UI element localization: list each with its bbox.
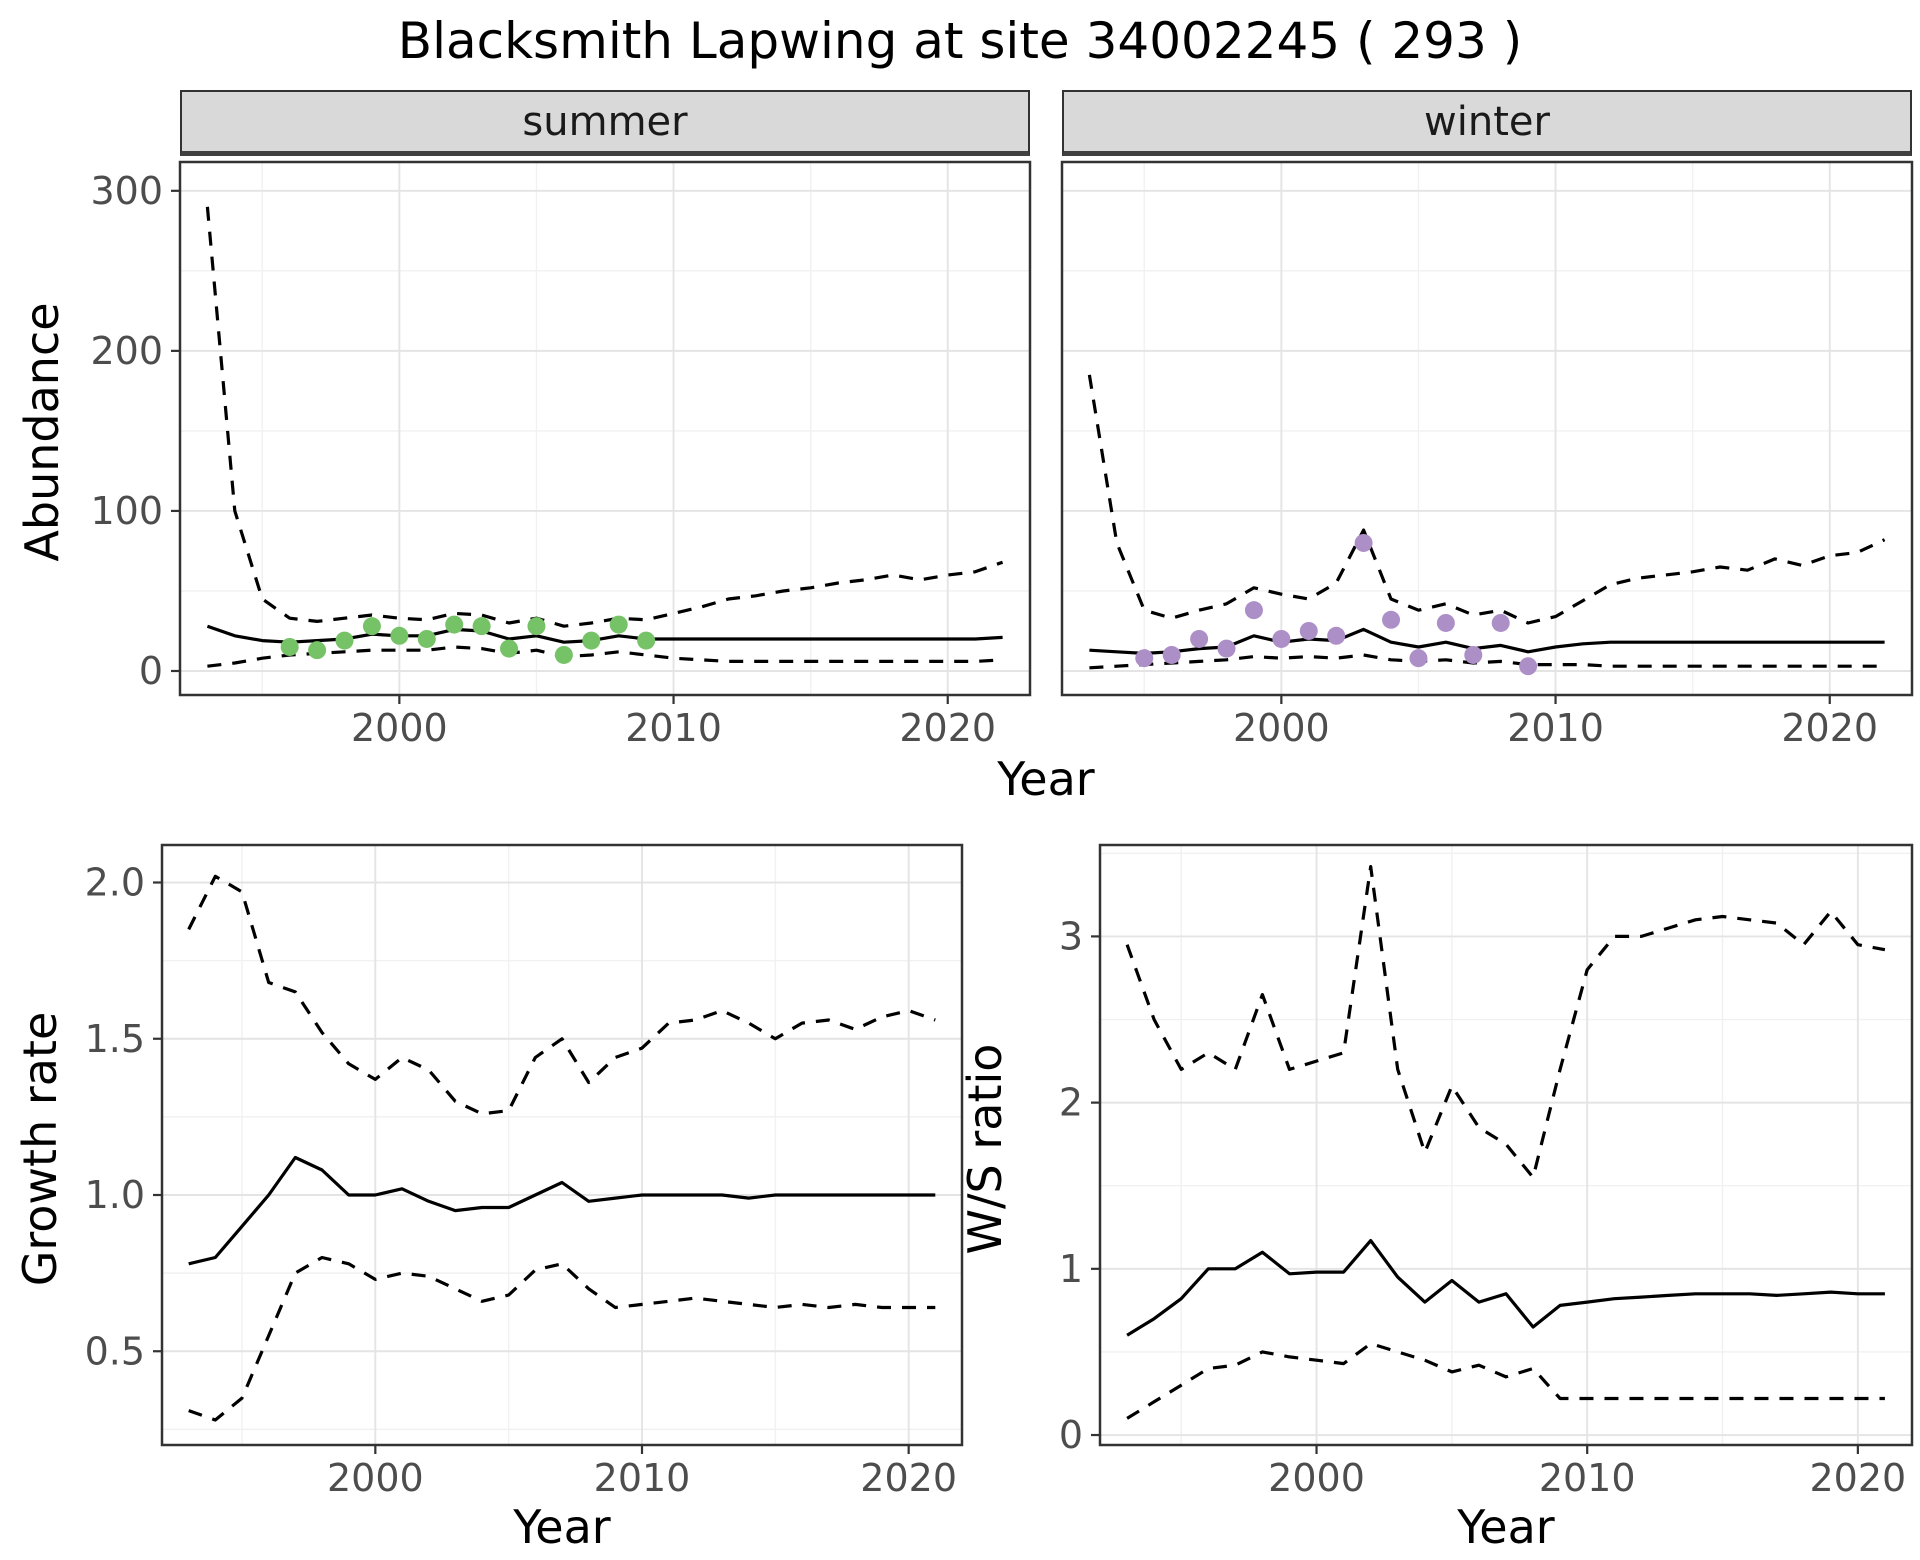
- growth-year-axis-title: Year: [513, 1500, 611, 1554]
- data-point-observed_counts: [417, 629, 436, 648]
- data-point-observed_counts: [1382, 610, 1401, 629]
- ws-year-axis-title: Year: [1457, 1500, 1555, 1554]
- panel-background: [162, 845, 962, 1445]
- y-tick-label: 2.0: [85, 861, 145, 905]
- data-point-observed_counts: [335, 631, 354, 650]
- data-point-observed_counts: [1409, 649, 1428, 668]
- x-tick-label: 2010: [1539, 1456, 1636, 1500]
- data-point-observed_counts: [1491, 613, 1510, 632]
- data-point-observed_counts: [445, 615, 464, 634]
- data-point-observed_counts: [1244, 601, 1263, 620]
- panel-border: [178, 160, 1032, 697]
- data-point-observed_counts: [1217, 639, 1236, 658]
- panel-border: [1060, 160, 1914, 697]
- panel-background: [180, 162, 1030, 695]
- data-point-observed_counts: [1190, 629, 1209, 648]
- x-tick-label: 2010: [625, 706, 722, 750]
- growth-rate-axis-title: Growth rate: [13, 1011, 67, 1287]
- data-point-observed_counts: [637, 631, 656, 650]
- data-point-observed_counts: [280, 637, 299, 656]
- data-point-observed_counts: [527, 617, 546, 636]
- x-tick-label: 2020: [1810, 1456, 1907, 1500]
- data-point-observed_counts: [1299, 621, 1318, 640]
- y-tick-label: 0: [139, 649, 163, 693]
- panel-background: [1100, 845, 1912, 1445]
- x-tick-label: 2010: [1507, 706, 1604, 750]
- panel-border: [1098, 843, 1914, 1447]
- data-point-observed_counts: [500, 639, 519, 658]
- series-line-upper_ci: [205, 206, 1004, 628]
- data-point-observed_counts: [362, 617, 381, 636]
- data-point-observed_counts: [472, 617, 491, 636]
- facet-strip-winter: winter: [1062, 90, 1912, 156]
- y-tick-label: 2: [1059, 1081, 1083, 1125]
- x-tick-label: 2000: [327, 1456, 424, 1500]
- data-point-observed_counts: [1354, 533, 1373, 552]
- series-line-median: [1126, 1239, 1885, 1337]
- data-point-observed_counts: [1135, 649, 1154, 668]
- series-line-upper_ci: [1087, 374, 1886, 625]
- data-point-observed_counts: [308, 641, 327, 660]
- facet-strip-winter-label: winter: [1424, 98, 1550, 145]
- y-tick-label: 0: [1059, 1413, 1083, 1457]
- y-tick-label: 3: [1059, 914, 1083, 958]
- series-line-lower_ci: [188, 1255, 936, 1422]
- top-year-axis-title: Year: [997, 752, 1095, 806]
- y-tick-label: 300: [90, 169, 163, 213]
- facet-strip-summer: summer: [180, 90, 1030, 156]
- data-point-observed_counts: [609, 615, 628, 634]
- y-tick-label: 1: [1059, 1247, 1083, 1291]
- x-tick-label: 2020: [1781, 706, 1878, 750]
- panel-border: [160, 843, 964, 1447]
- data-point-observed_counts: [1327, 626, 1346, 645]
- series-line-upper_ci: [187, 874, 936, 1116]
- series-line-lower_ci: [1126, 1342, 1885, 1420]
- x-tick-label: 2010: [594, 1456, 691, 1500]
- data-point-observed_counts: [1464, 645, 1483, 664]
- data-point-observed_counts: [582, 631, 601, 650]
- growth-rate-chart: 2000 2010 2020 0.5 1.0 1.5 2.0: [85, 843, 964, 1500]
- winter-abundance-chart: 2000 2010 2020: [1060, 160, 1914, 750]
- x-tick-label: 2020: [860, 1456, 957, 1500]
- y-tick-label: 200: [90, 329, 163, 373]
- data-point-observed_counts: [1519, 657, 1538, 676]
- data-point-observed_counts: [1272, 629, 1291, 648]
- data-point-observed_counts: [1162, 645, 1181, 664]
- y-tick-label: 1.5: [85, 1017, 145, 1061]
- x-tick-label: 2000: [351, 706, 448, 750]
- x-tick-label: 2020: [899, 706, 996, 750]
- data-point-observed_counts: [1436, 613, 1455, 632]
- panel-background: [1062, 162, 1912, 695]
- facet-strip-summer-label: summer: [522, 98, 688, 145]
- x-tick-label: 2000: [1233, 706, 1330, 750]
- summer-abundance-chart: 2000 2010 2020 0 100 200 300: [90, 160, 1032, 750]
- y-tick-label: 1.0: [85, 1173, 145, 1217]
- y-tick-label: 0.5: [85, 1329, 145, 1373]
- data-point-observed_counts: [390, 626, 409, 645]
- plot-title: Blacksmith Lapwing at site 34002245 ( 29…: [397, 12, 1523, 70]
- series-line-median: [188, 1155, 936, 1266]
- abundance-axis-title: Abundance: [15, 302, 69, 562]
- series-line-lower_ci: [1089, 653, 1885, 670]
- series-line-upper_ci: [1125, 865, 1886, 1179]
- data-point-observed_counts: [554, 645, 573, 664]
- series-line-lower_ci: [207, 645, 1003, 668]
- x-tick-label: 2000: [1268, 1456, 1365, 1500]
- ws-ratio-chart: 2000 2010 2020 0 1 2 3: [1059, 843, 1914, 1500]
- y-tick-label: 100: [90, 489, 163, 533]
